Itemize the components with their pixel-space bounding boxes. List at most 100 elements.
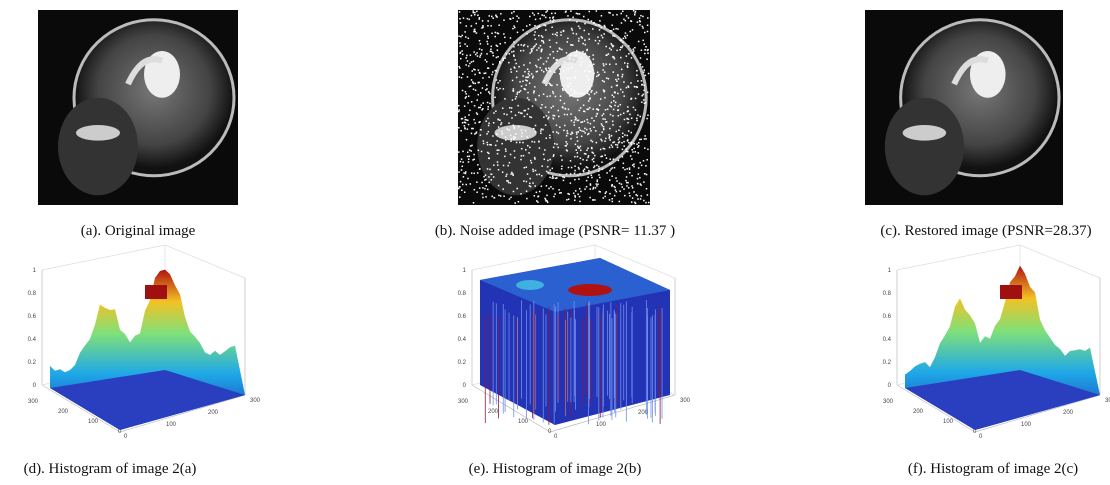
noise: [596, 142, 598, 144]
noise: [562, 107, 564, 109]
noise: [627, 182, 629, 184]
noise: [471, 25, 473, 27]
noise: [564, 177, 566, 179]
noise: [482, 77, 484, 79]
noise: [510, 18, 512, 20]
noise: [496, 87, 498, 89]
noise: [638, 152, 640, 154]
noise: [589, 107, 591, 109]
noise: [485, 196, 487, 198]
noise: [644, 135, 646, 137]
noise: [524, 167, 526, 169]
noise: [508, 182, 510, 184]
noise: [515, 115, 517, 117]
peak: [568, 284, 612, 296]
noise: [576, 21, 578, 23]
noise: [556, 131, 558, 133]
noise: [459, 67, 461, 69]
noise: [504, 57, 506, 59]
noise: [528, 152, 530, 154]
noise: [631, 201, 633, 203]
noise: [470, 54, 472, 56]
noise: [475, 23, 477, 25]
noise: [525, 130, 527, 132]
noise: [620, 47, 622, 49]
noise: [623, 38, 625, 40]
noise: [588, 19, 590, 21]
noise: [583, 16, 585, 18]
noise: [576, 137, 578, 139]
noise: [611, 175, 613, 177]
noise: [548, 67, 550, 69]
noise: [550, 20, 552, 22]
noise: [603, 128, 605, 130]
noise: [545, 106, 547, 108]
noise: [518, 66, 520, 68]
noise: [589, 88, 591, 90]
noise: [629, 167, 631, 169]
noise: [598, 166, 600, 168]
noise: [603, 148, 605, 150]
noise: [462, 118, 464, 120]
noise: [493, 112, 495, 114]
noise: [538, 26, 540, 28]
noise: [527, 114, 529, 116]
noise: [579, 13, 581, 15]
noise: [613, 109, 615, 111]
noise: [535, 19, 537, 21]
noise: [460, 52, 462, 54]
noise: [459, 186, 461, 188]
noise: [574, 76, 576, 78]
noise: [645, 165, 647, 167]
noise: [493, 122, 495, 124]
noise: [497, 161, 499, 163]
noise: [471, 79, 473, 81]
noise: [616, 80, 618, 82]
noise: [573, 93, 575, 95]
noise: [547, 118, 549, 120]
noise: [590, 130, 592, 132]
noise: [631, 158, 633, 160]
noise: [632, 52, 634, 54]
noise: [583, 110, 585, 112]
noise: [606, 191, 608, 193]
noise: [547, 166, 549, 168]
z-tick-label: 1: [888, 268, 892, 274]
noise: [505, 150, 507, 152]
noise: [487, 102, 489, 104]
noise: [499, 88, 501, 90]
noise: [517, 32, 519, 34]
noise: [523, 45, 525, 47]
noise: [547, 57, 549, 59]
tongue: [76, 125, 120, 141]
noise: [590, 123, 592, 125]
noise: [639, 162, 641, 164]
noise: [479, 48, 481, 50]
noise: [566, 173, 568, 175]
x-tick-label: 300: [680, 398, 691, 404]
noise: [461, 189, 463, 191]
noise: [588, 170, 590, 172]
noise: [609, 139, 611, 141]
noise: [516, 15, 518, 17]
noise: [560, 31, 562, 32]
noise: [573, 59, 575, 61]
noise: [589, 98, 591, 100]
noise: [599, 29, 601, 31]
noise: [598, 170, 600, 172]
noise: [556, 62, 558, 64]
noise: [647, 194, 649, 196]
noise: [476, 191, 478, 193]
noise: [495, 145, 497, 147]
noise: [480, 134, 482, 136]
noise: [579, 196, 581, 198]
noise: [509, 107, 511, 109]
noise: [571, 120, 573, 122]
noise: [573, 33, 575, 35]
noise: [540, 107, 542, 109]
z-tick-label: 0.8: [458, 291, 467, 297]
noise: [513, 25, 515, 27]
noise: [564, 103, 566, 105]
noise: [616, 14, 618, 16]
noise: [631, 175, 633, 177]
